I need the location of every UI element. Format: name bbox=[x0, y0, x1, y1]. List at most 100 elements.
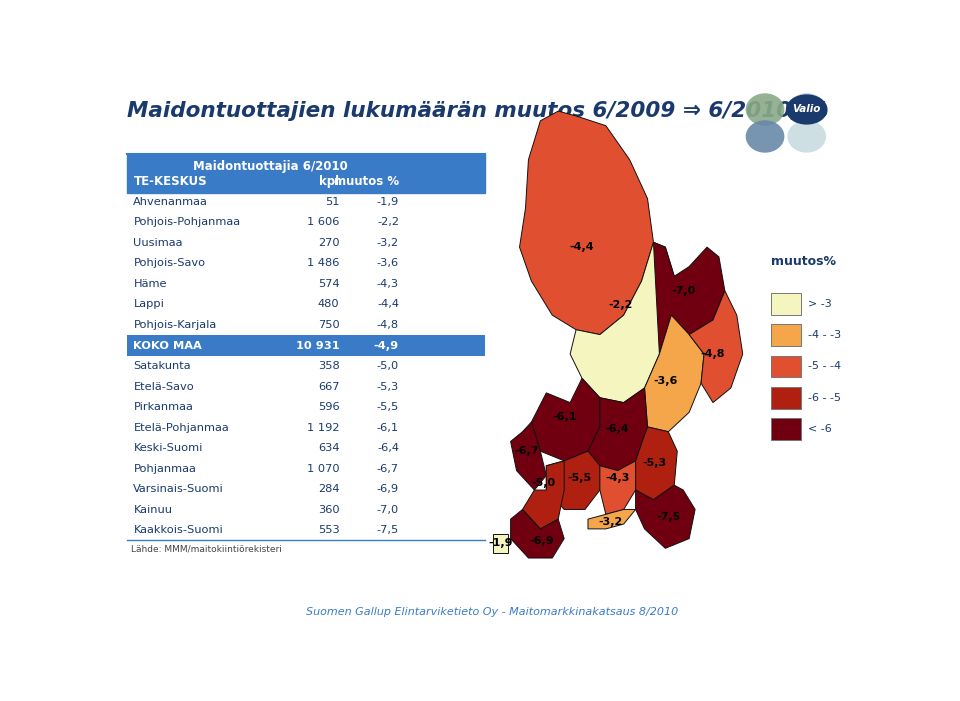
Text: -7,5: -7,5 bbox=[376, 525, 399, 535]
Text: Pirkanmaa: Pirkanmaa bbox=[133, 402, 193, 412]
Text: -1,9: -1,9 bbox=[376, 197, 399, 207]
Text: 553: 553 bbox=[318, 525, 340, 535]
Bar bbox=[771, 293, 801, 315]
Text: Satakunta: Satakunta bbox=[133, 361, 191, 371]
Text: Lähde: MMM/maitokiintiörekisteri: Lähde: MMM/maitokiintiörekisteri bbox=[132, 545, 282, 554]
Ellipse shape bbox=[787, 121, 826, 153]
Text: 480: 480 bbox=[318, 299, 340, 309]
Text: Ahvenanmaa: Ahvenanmaa bbox=[133, 197, 208, 207]
Polygon shape bbox=[644, 315, 704, 432]
Text: Valio: Valio bbox=[793, 104, 821, 114]
Bar bbox=[771, 355, 801, 377]
Polygon shape bbox=[588, 388, 647, 470]
Text: 596: 596 bbox=[318, 402, 340, 412]
Text: Keski-Suomi: Keski-Suomi bbox=[133, 443, 203, 453]
Text: 667: 667 bbox=[318, 381, 340, 392]
Text: Pohjanmaa: Pohjanmaa bbox=[133, 463, 196, 474]
Text: 634: 634 bbox=[318, 443, 340, 453]
Polygon shape bbox=[532, 379, 600, 461]
Text: Etelä-Savo: Etelä-Savo bbox=[133, 381, 194, 392]
Text: 358: 358 bbox=[318, 361, 340, 371]
Text: Maidontuottajia 6/2010: Maidontuottajia 6/2010 bbox=[193, 160, 348, 172]
Ellipse shape bbox=[746, 93, 784, 125]
Text: -6 - -5: -6 - -5 bbox=[808, 393, 841, 403]
Text: 270: 270 bbox=[318, 238, 340, 248]
Text: Maidontuottajien lukumäärän muutos 6/2009 ⇒ 6/2010, %: Maidontuottajien lukumäärän muutos 6/200… bbox=[128, 102, 828, 121]
Text: -4,3: -4,3 bbox=[606, 473, 630, 483]
Text: -5,3: -5,3 bbox=[376, 381, 399, 392]
Polygon shape bbox=[636, 485, 695, 548]
Bar bbox=[128, 154, 485, 193]
Text: -6,1: -6,1 bbox=[552, 412, 576, 422]
Text: -7,5: -7,5 bbox=[657, 512, 681, 522]
Bar bbox=[128, 335, 485, 356]
Text: -3,2: -3,2 bbox=[377, 238, 399, 248]
Text: -6,9: -6,9 bbox=[530, 536, 554, 546]
Text: -6,7: -6,7 bbox=[515, 446, 540, 456]
Polygon shape bbox=[600, 461, 636, 515]
Polygon shape bbox=[570, 243, 674, 402]
Bar bbox=[771, 418, 801, 440]
Polygon shape bbox=[546, 451, 600, 510]
Text: -1,9: -1,9 bbox=[488, 538, 513, 548]
Bar bbox=[771, 387, 801, 409]
Text: 10 931: 10 931 bbox=[296, 341, 340, 350]
Text: -7,0: -7,0 bbox=[376, 505, 399, 515]
Text: TE-KESKUS: TE-KESKUS bbox=[133, 175, 207, 188]
Text: -5,5: -5,5 bbox=[567, 473, 591, 483]
Text: Etelä-Pohjanmaa: Etelä-Pohjanmaa bbox=[133, 423, 229, 433]
Text: -3,2: -3,2 bbox=[598, 517, 622, 526]
Text: -3,6: -3,6 bbox=[653, 376, 678, 386]
Text: -6,4: -6,4 bbox=[604, 424, 629, 435]
Bar bbox=[771, 325, 801, 346]
Text: -6,1: -6,1 bbox=[377, 423, 399, 433]
Text: -4,8: -4,8 bbox=[377, 320, 399, 330]
Text: -6,7: -6,7 bbox=[377, 463, 399, 474]
Text: muutos%: muutos% bbox=[771, 254, 836, 268]
Text: -6,4: -6,4 bbox=[377, 443, 399, 453]
Ellipse shape bbox=[786, 95, 828, 125]
Text: 360: 360 bbox=[318, 505, 340, 515]
Text: < -6: < -6 bbox=[808, 424, 832, 434]
Polygon shape bbox=[492, 533, 508, 553]
Text: -4 - -3: -4 - -3 bbox=[808, 330, 841, 340]
Polygon shape bbox=[636, 427, 677, 500]
Text: -4,8: -4,8 bbox=[701, 349, 725, 359]
Polygon shape bbox=[511, 510, 564, 558]
Text: 1 486: 1 486 bbox=[307, 259, 340, 268]
Text: Pohjois-Karjala: Pohjois-Karjala bbox=[133, 320, 217, 330]
Polygon shape bbox=[654, 243, 725, 354]
Text: -5 - -4: -5 - -4 bbox=[808, 362, 841, 372]
Text: -6,9: -6,9 bbox=[377, 484, 399, 494]
Text: > -3: > -3 bbox=[808, 299, 832, 309]
Text: 1 606: 1 606 bbox=[307, 217, 340, 227]
Text: -3,6: -3,6 bbox=[377, 259, 399, 268]
Text: Häme: Häme bbox=[133, 279, 167, 289]
Text: 1 192: 1 192 bbox=[307, 423, 340, 433]
Text: Suomen Gallup Elintarviketieto Oy - Maitomarkkinakatsaus 8/2010: Suomen Gallup Elintarviketieto Oy - Mait… bbox=[306, 607, 678, 618]
Text: 1 070: 1 070 bbox=[307, 463, 340, 474]
Text: -2,2: -2,2 bbox=[377, 217, 399, 227]
Text: Pohjois-Savo: Pohjois-Savo bbox=[133, 259, 205, 268]
Text: -5,0: -5,0 bbox=[531, 478, 556, 488]
Text: -4,4: -4,4 bbox=[377, 299, 399, 309]
Text: -5,0: -5,0 bbox=[376, 361, 399, 371]
Text: Kaakkois-Suomi: Kaakkois-Suomi bbox=[133, 525, 223, 535]
Text: 574: 574 bbox=[318, 279, 340, 289]
Polygon shape bbox=[519, 111, 654, 334]
Polygon shape bbox=[689, 291, 743, 402]
Text: -5,3: -5,3 bbox=[643, 458, 667, 468]
Text: -2,2: -2,2 bbox=[609, 301, 633, 311]
Text: Uusimaa: Uusimaa bbox=[133, 238, 183, 248]
Text: Kainuu: Kainuu bbox=[133, 505, 173, 515]
Text: 750: 750 bbox=[318, 320, 340, 330]
Ellipse shape bbox=[787, 93, 826, 125]
Polygon shape bbox=[522, 461, 564, 529]
Text: muutos %: muutos % bbox=[334, 175, 399, 188]
Ellipse shape bbox=[746, 121, 784, 153]
Text: -7,0: -7,0 bbox=[671, 286, 695, 296]
Text: KOKO MAA: KOKO MAA bbox=[133, 341, 203, 350]
Text: -4,9: -4,9 bbox=[373, 341, 399, 350]
Text: -4,3: -4,3 bbox=[377, 279, 399, 289]
Polygon shape bbox=[511, 422, 546, 490]
